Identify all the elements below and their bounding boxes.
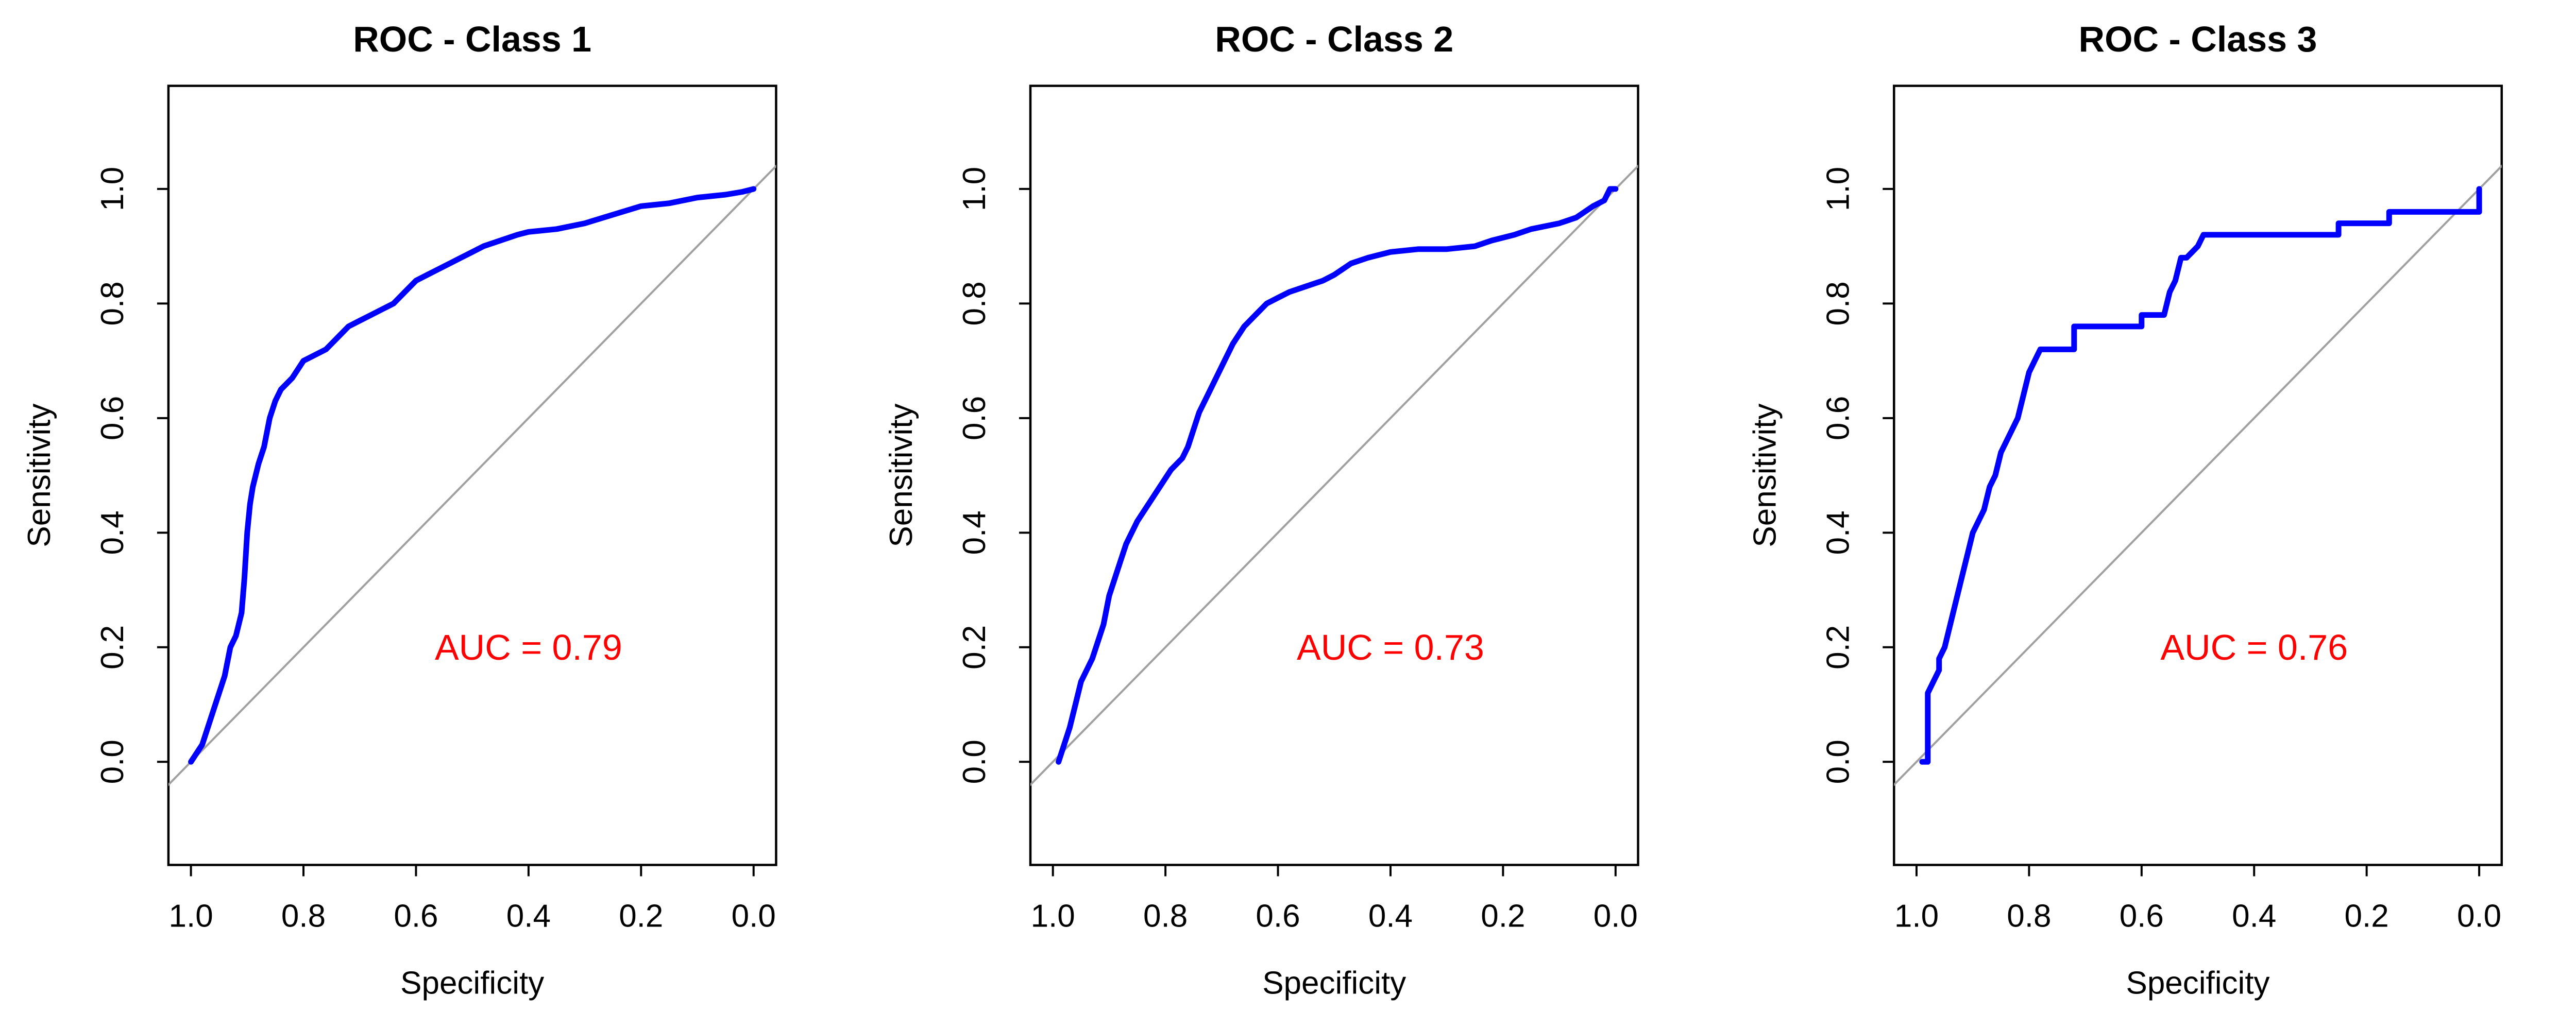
y-tick-label: 1.0	[95, 167, 130, 211]
y-tick-label: 0.2	[1820, 625, 1856, 670]
roc-curve	[188, 186, 757, 765]
y-tick-label: 0.0	[957, 740, 992, 784]
reference-diagonal	[168, 164, 776, 786]
auc-annotation: AUC = 0.76	[2160, 627, 2348, 667]
y-axis-label: Sensitivity	[1747, 404, 1783, 547]
roc-curve	[1056, 186, 1619, 765]
x-axis-label: Specificity	[2126, 965, 2269, 1001]
y-tick-label: 0.4	[957, 510, 992, 555]
roc-panel-class-1: ROC - Class 1 1.0 0.8 0.6 0.4 0.2 0.0 0.0 0.2 0.4…	[22, 19, 777, 1001]
y-axis-label: Sensitivity	[884, 404, 919, 547]
plot-area	[1894, 164, 2502, 786]
y-tick-label: 1.0	[1820, 167, 1856, 211]
x-tick-label: 0.0	[732, 898, 776, 934]
x-tick-label: 0.2	[2345, 898, 2389, 934]
chart-title: ROC - Class 1	[353, 19, 591, 59]
x-tick-label: 0.4	[506, 898, 551, 934]
y-tick-label: 0.6	[95, 396, 130, 440]
x-tick-label: 0.8	[281, 898, 326, 934]
x-tick-label: 0.2	[1481, 898, 1525, 934]
y-tick-label: 1.0	[957, 167, 992, 211]
x-tick-label: 0.2	[619, 898, 663, 934]
y-tick-label: 0.0	[1820, 740, 1856, 784]
reference-diagonal	[1894, 164, 2502, 786]
x-tick-label: 0.4	[1368, 898, 1413, 934]
y-tick-label: 0.0	[95, 740, 130, 784]
y-tick-label: 0.8	[95, 281, 130, 325]
y-tick-label: 0.4	[95, 510, 130, 555]
roc-panel-class-2: ROC - Class 2 1.0 0.8 0.6 0.4 0.2 0.0 0.0 0.2 0.4…	[884, 19, 1639, 1001]
x-tick-label: 0.6	[1256, 898, 1300, 934]
x-tick-label: 0.8	[1143, 898, 1188, 934]
y-tick-label: 0.6	[1820, 396, 1856, 440]
x-tick-label: 1.0	[1031, 898, 1075, 934]
y-tick-label: 0.4	[1820, 510, 1856, 555]
x-tick-label: 1.0	[1894, 898, 1939, 934]
x-tick-label: 0.8	[2007, 898, 2051, 934]
y-axis-label: Sensitivity	[22, 404, 57, 547]
x-tick-label: 0.0	[2457, 898, 2501, 934]
x-tick-label: 1.0	[169, 898, 213, 934]
chart-title: ROC - Class 2	[1215, 19, 1453, 59]
roc-panel-class-3: ROC - Class 3 1.0 0.8 0.6 0.4 0.2 0.0 0.0 0.2 0.4…	[1747, 19, 2503, 1001]
reference-diagonal	[1030, 164, 1638, 786]
x-tick-label: 0.0	[1594, 898, 1638, 934]
x-tick-label: 0.6	[2120, 898, 2164, 934]
auc-annotation: AUC = 0.79	[435, 627, 622, 667]
y-tick-label: 0.2	[957, 625, 992, 670]
y-tick-label: 0.6	[957, 396, 992, 440]
x-axis-label: Specificity	[400, 965, 544, 1001]
y-tick-label: 0.2	[95, 625, 130, 670]
x-axis-label: Specificity	[1262, 965, 1406, 1001]
roc-curve	[1919, 186, 2482, 765]
plot-area	[1030, 164, 1638, 786]
plot-area	[168, 164, 776, 786]
y-tick-label: 0.8	[957, 281, 992, 325]
x-tick-label: 0.4	[2232, 898, 2276, 934]
auc-annotation: AUC = 0.73	[1297, 627, 1484, 667]
chart-title: ROC - Class 3	[2079, 19, 2317, 59]
y-tick-label: 0.8	[1820, 281, 1856, 325]
x-tick-label: 0.6	[394, 898, 438, 934]
